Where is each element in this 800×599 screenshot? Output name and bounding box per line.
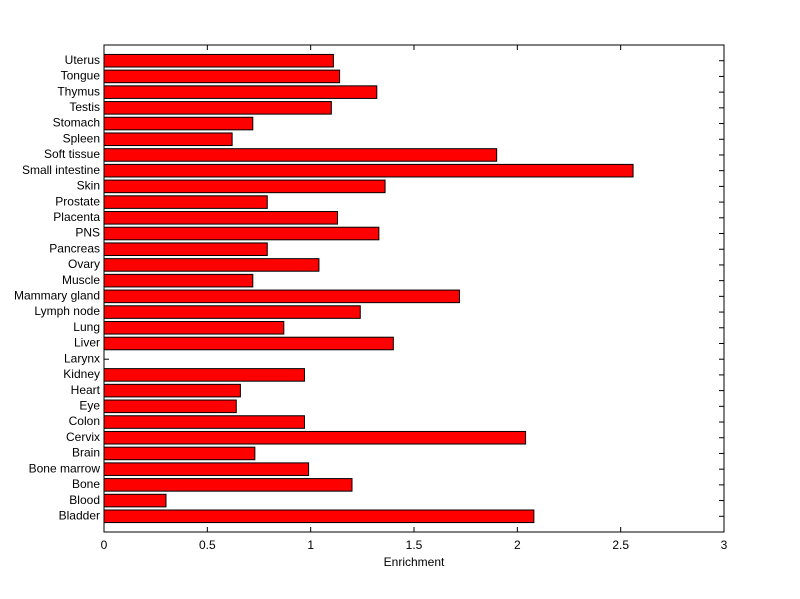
y-tick-label: Skin: [77, 179, 100, 193]
y-tick-label: Bone: [72, 477, 100, 491]
y-tick-label: Kidney: [63, 367, 100, 381]
bar: [103, 211, 339, 225]
bar: [103, 399, 237, 414]
bar: [103, 430, 527, 445]
bar: [103, 493, 167, 508]
x-tick-label: 1: [307, 538, 314, 552]
y-tick-label: Lung: [73, 320, 100, 334]
y-tick-label: Prostate: [55, 194, 100, 208]
y-tick-label: Brain: [72, 446, 100, 460]
bar: [103, 132, 233, 147]
y-tick-label: Tongue: [61, 69, 101, 83]
y-tick-label: Lymph node: [34, 304, 100, 318]
bar: [103, 85, 378, 99]
y-tick-label: Small intestine: [22, 163, 100, 177]
bar: [103, 305, 361, 319]
bar: [103, 195, 268, 209]
bar: [103, 179, 386, 194]
bar: [103, 53, 334, 68]
bar: [103, 69, 341, 84]
bar: [103, 383, 241, 398]
y-tick-label: Blood: [69, 493, 100, 507]
y-tick-label: Eye: [79, 398, 100, 412]
x-tick-label: 0.5: [199, 538, 216, 552]
y-tick-label: Pancreas: [49, 241, 100, 255]
y-tick-label: Colon: [69, 414, 100, 428]
bar: [103, 478, 353, 492]
y-tick-label: Cervix: [66, 430, 100, 444]
y-tick-label: Larynx: [64, 351, 100, 365]
x-axis-label: Enrichment: [384, 555, 445, 569]
y-tick-label: Bone marrow: [29, 461, 101, 475]
y-tick-label: Muscle: [62, 273, 100, 287]
y-tick-label: Mammary gland: [14, 289, 100, 303]
y-tick-label: Ovary: [68, 257, 100, 271]
bar: [103, 273, 254, 288]
y-tick-label: Soft tissue: [44, 147, 100, 161]
bar: [103, 415, 305, 429]
y-tick-label: Stomach: [53, 116, 100, 130]
bar: [103, 336, 394, 351]
x-tick-label: 3: [721, 538, 728, 552]
bar: [103, 163, 634, 178]
y-tick-label: Uterus: [65, 53, 100, 67]
x-tick-label: 1.5: [406, 538, 423, 552]
bar: [103, 446, 256, 461]
x-tick-label: 2.5: [612, 538, 629, 552]
y-tick-label: Spleen: [63, 131, 100, 145]
bar: [103, 509, 535, 524]
y-tick-label: Liver: [74, 336, 100, 350]
bar: [103, 116, 254, 131]
y-tick-label: Placenta: [53, 210, 100, 224]
y-tick-label: Bladder: [59, 508, 100, 522]
bar: [103, 462, 310, 476]
y-tick-label: Heart: [71, 383, 101, 397]
y-tick-label: PNS: [75, 226, 100, 240]
y-tick-label: Testis: [69, 100, 100, 114]
y-tick-label: Thymus: [57, 84, 100, 98]
bar: [103, 101, 332, 115]
bar: [103, 242, 268, 257]
x-tick-label: 2: [514, 538, 521, 552]
bar: [103, 148, 498, 162]
bar: [103, 226, 380, 241]
bar: [103, 289, 460, 304]
bar: [103, 368, 305, 382]
bar: [103, 320, 285, 335]
x-tick-label: 0: [101, 538, 108, 552]
bar: [103, 258, 320, 272]
